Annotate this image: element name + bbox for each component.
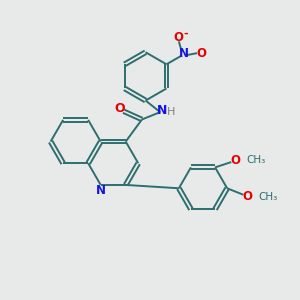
Text: O: O	[173, 31, 183, 44]
Text: N: N	[157, 103, 167, 117]
Text: CH₃: CH₃	[247, 155, 266, 165]
Text: N: N	[178, 47, 189, 60]
Text: -: -	[183, 28, 188, 38]
Text: N: N	[96, 184, 106, 197]
Text: H: H	[167, 107, 176, 117]
Text: O: O	[196, 47, 206, 60]
Text: O: O	[115, 102, 125, 116]
Text: O: O	[231, 154, 241, 167]
Text: CH₃: CH₃	[259, 191, 278, 202]
Text: O: O	[243, 190, 253, 203]
